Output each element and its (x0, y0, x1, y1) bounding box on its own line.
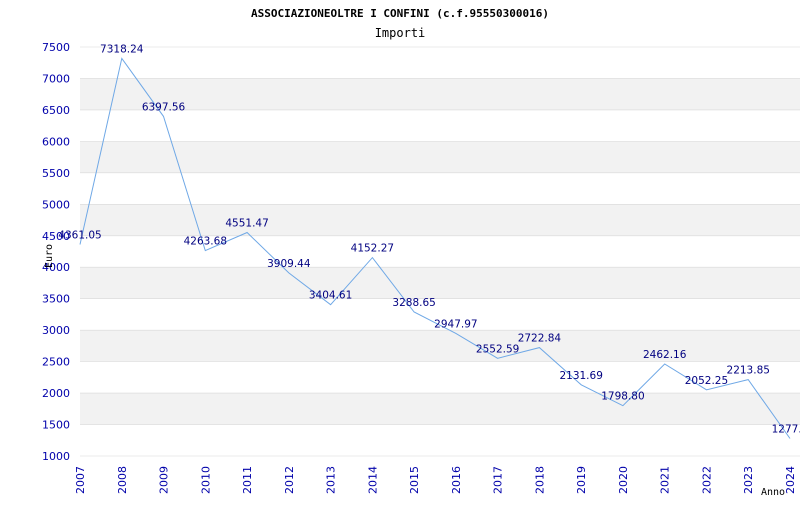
data-label: 1277.4 (772, 424, 800, 436)
data-label: 7318.24 (100, 43, 144, 55)
x-tick-label: 2013 (325, 466, 338, 494)
x-tick-label: 2008 (116, 466, 129, 494)
y-tick-label: 1500 (42, 419, 70, 432)
plot-band (80, 267, 800, 299)
data-label: 2722.84 (518, 333, 562, 345)
x-tick-label: 2019 (575, 466, 588, 494)
y-tick-label: 2500 (42, 356, 70, 369)
plot-band (80, 141, 800, 173)
x-axis-ticks: 2007 2008 2009 2010 2011 2012 2013 2014 2015 2016… (74, 466, 797, 494)
plot-band (80, 78, 800, 110)
y-tick-label: 5500 (42, 167, 70, 180)
x-tick-label: 2021 (659, 466, 672, 494)
x-tick-label: 2020 (617, 466, 630, 494)
plot-band (80, 330, 800, 362)
x-tick-label: 2024 (784, 466, 797, 494)
y-tick-label: 3500 (42, 293, 70, 306)
series-line (79, 57, 791, 439)
y-tick-label: 4000 (42, 261, 70, 274)
x-tick-label: 2016 (450, 466, 463, 494)
x-tick-label: 2009 (158, 466, 171, 494)
data-label: 4551.47 (225, 218, 268, 230)
data-label: 2462.16 (643, 349, 687, 361)
data-label: 3404.61 (309, 290, 352, 302)
data-label: 4361.05 (58, 230, 101, 242)
y-tick-label: 2000 (42, 387, 70, 400)
plot-band (80, 204, 800, 236)
x-axis-label: Anno (761, 487, 785, 498)
data-label: 2131.69 (559, 370, 602, 382)
y-tick-label: 1000 (42, 450, 70, 463)
data-label: 1798.80 (601, 391, 644, 403)
x-tick-label: 2014 (366, 466, 379, 494)
y-tick-label: 7000 (42, 72, 70, 85)
data-label: 2052.25 (685, 375, 728, 387)
data-label: 4263.68 (184, 236, 227, 248)
data-label: 2947.97 (434, 318, 477, 330)
data-label: 6397.56 (142, 101, 186, 113)
gridlines (80, 46, 800, 457)
y-tick-label: 7500 (42, 41, 70, 54)
y-tick-label: 6500 (42, 104, 70, 117)
data-label: 4152.27 (351, 243, 394, 255)
y-tick-label: 4500 (42, 230, 70, 243)
x-tick-label: 2015 (408, 466, 421, 494)
data-labels: 4361.05 7318.24 6397.56 4263.68 4551.47 3909.… (58, 43, 800, 435)
plot-band (80, 393, 800, 425)
plot-bands (80, 78, 800, 425)
x-tick-label: 2011 (241, 466, 254, 494)
x-tick-label: 2018 (533, 466, 546, 494)
x-tick-label: 2022 (700, 466, 713, 494)
x-tick-label: 2012 (283, 466, 296, 494)
data-label: 2552.59 (476, 343, 519, 355)
x-tick-label: 2007 (74, 466, 87, 494)
y-tick-label: 3000 (42, 324, 70, 337)
data-label: 2213.85 (727, 365, 770, 377)
y-tick-label: 5000 (42, 198, 70, 211)
x-tick-label: 2017 (492, 466, 505, 494)
data-label: 3909.44 (267, 258, 311, 270)
x-tick-label: 2023 (742, 466, 755, 494)
x-tick-label: 2010 (199, 466, 212, 494)
y-axis-label: Euro (44, 244, 55, 268)
y-axis-ticks: 1000 1500 2000 2500 3000 3500 4000 4500 5000 5500… (42, 41, 70, 463)
y-tick-label: 6000 (42, 135, 70, 148)
data-label: 3288.65 (392, 297, 435, 309)
chart-subtitle: Importi (375, 26, 426, 40)
chart-title: ASSOCIAZIONEOLTRE I CONFINI (c.f.9555030… (251, 7, 549, 20)
